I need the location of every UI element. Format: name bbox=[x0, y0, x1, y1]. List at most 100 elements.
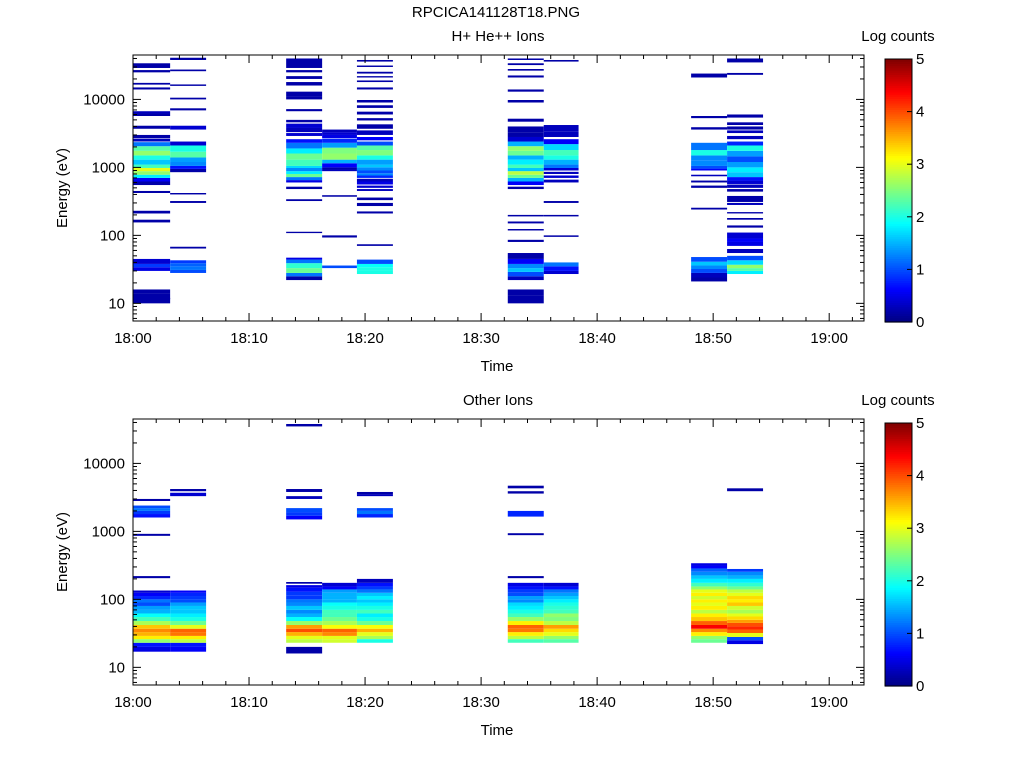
y-tick-label: 100 bbox=[100, 591, 125, 608]
heatmap-cell bbox=[133, 293, 171, 300]
colorbar-segment bbox=[885, 144, 912, 148]
heatmap-cell bbox=[543, 214, 579, 217]
heatmap-cell bbox=[286, 76, 323, 79]
colorbar-segment bbox=[885, 203, 912, 207]
heatmap-cell bbox=[286, 119, 323, 123]
heatmap-cell bbox=[356, 150, 393, 156]
heatmap-cell bbox=[543, 175, 579, 178]
heatmap-cell bbox=[356, 592, 393, 597]
heatmap-cell bbox=[286, 635, 323, 640]
heatmap-cell bbox=[133, 646, 171, 652]
colorbar-segment bbox=[885, 477, 912, 481]
heatmap-cell bbox=[133, 267, 171, 271]
heatmap-cell bbox=[133, 498, 171, 501]
heatmap-cell bbox=[727, 122, 764, 126]
colorbar-segment bbox=[885, 155, 912, 159]
heatmap-cell bbox=[170, 602, 207, 606]
y-tick-label: 1000 bbox=[92, 523, 125, 540]
colorbar-segment bbox=[885, 558, 912, 562]
colorbar-segment bbox=[885, 247, 912, 251]
panel2-axes: 18:00 18:10 18:20 18:30 18:40 18:50 19:00 10 100… bbox=[83, 419, 864, 711]
heatmap-cell bbox=[507, 150, 544, 156]
colorbar-segment bbox=[885, 162, 912, 165]
heatmap-cell bbox=[133, 289, 171, 294]
heatmap-cell bbox=[691, 207, 728, 210]
heatmap-cell bbox=[543, 628, 579, 633]
heatmap-cell bbox=[691, 609, 728, 614]
colorbar-segment bbox=[885, 547, 912, 551]
heatmap-cell bbox=[727, 135, 764, 140]
heatmap-cell bbox=[507, 639, 544, 643]
heatmap-cell bbox=[286, 231, 323, 234]
heatmap-cell bbox=[727, 260, 764, 265]
heatmap-cell bbox=[322, 586, 357, 590]
colorbar-segment bbox=[885, 67, 912, 71]
heatmap-cell bbox=[133, 87, 171, 90]
colorbar-segment bbox=[885, 258, 912, 262]
heatmap-cell bbox=[356, 263, 393, 268]
panel1-xlabel: Time bbox=[481, 358, 514, 375]
colorbar-tick-label: 0 bbox=[916, 314, 924, 331]
colorbar-segment bbox=[885, 267, 912, 270]
colorbar-segment bbox=[885, 670, 912, 674]
heatmap-cell bbox=[727, 202, 764, 205]
heatmap-cell bbox=[322, 621, 357, 625]
colorbar-segment bbox=[885, 89, 912, 93]
heatmap-cell bbox=[507, 621, 544, 625]
colorbar-segment bbox=[885, 76, 912, 80]
heatmap-cell bbox=[543, 639, 579, 643]
heatmap-cell bbox=[170, 246, 207, 249]
heatmap-cell bbox=[133, 134, 171, 139]
heatmap-cell bbox=[691, 586, 728, 590]
colorbar-segment bbox=[885, 111, 912, 115]
colorbar-segment bbox=[885, 245, 912, 249]
heatmap-cell bbox=[286, 639, 323, 643]
colorbar-segment bbox=[885, 100, 912, 104]
heatmap-cell bbox=[543, 592, 579, 597]
heatmap-cell bbox=[286, 123, 323, 128]
heatmap-cell bbox=[133, 181, 171, 186]
heatmap-cell bbox=[356, 65, 393, 67]
heatmap-cell bbox=[322, 265, 357, 269]
heatmap-cell bbox=[727, 249, 764, 254]
heatmap-cell bbox=[133, 592, 171, 597]
heatmap-cell bbox=[322, 132, 357, 135]
heatmap-cell bbox=[507, 533, 544, 536]
colorbar-segment bbox=[885, 528, 912, 531]
colorbar-segment bbox=[885, 300, 912, 303]
heatmap-cell bbox=[133, 210, 171, 214]
colorbar-segment bbox=[885, 157, 912, 161]
heatmap-cell bbox=[543, 624, 579, 629]
colorbar-segment bbox=[885, 490, 912, 494]
heatmap-cell bbox=[507, 289, 544, 296]
colorbar-segment bbox=[885, 683, 912, 687]
colorbar-segment bbox=[885, 282, 912, 286]
heatmap-cell bbox=[356, 491, 393, 495]
colorbar-segment bbox=[885, 453, 912, 457]
colorbar-segment bbox=[885, 499, 912, 503]
heatmap-cell bbox=[286, 613, 323, 618]
heatmap-cell bbox=[543, 179, 579, 183]
x-tick-label: 18:20 bbox=[346, 694, 384, 711]
heatmap-cell bbox=[356, 197, 393, 201]
colorbar-segment bbox=[885, 635, 912, 639]
heatmap-cell bbox=[286, 632, 323, 636]
heatmap-cell bbox=[507, 89, 544, 92]
heatmap-cell bbox=[727, 180, 764, 184]
heatmap-cell bbox=[543, 602, 579, 606]
colorbar-segment bbox=[885, 552, 912, 556]
heatmap-cell bbox=[727, 130, 764, 134]
heatmap-cell bbox=[691, 116, 728, 119]
heatmap-cell bbox=[286, 591, 323, 596]
heatmap-cell bbox=[322, 169, 357, 172]
heatmap-cell bbox=[356, 267, 393, 271]
colorbar-segment bbox=[885, 69, 912, 73]
heatmap-cell bbox=[727, 599, 764, 603]
panel2-heatmap-cells bbox=[133, 423, 764, 654]
colorbar-segment bbox=[885, 447, 912, 450]
colorbar-segment bbox=[885, 293, 912, 297]
heatmap-cell bbox=[133, 142, 171, 147]
colorbar-segment bbox=[885, 659, 912, 663]
heatmap-cell bbox=[356, 586, 393, 590]
